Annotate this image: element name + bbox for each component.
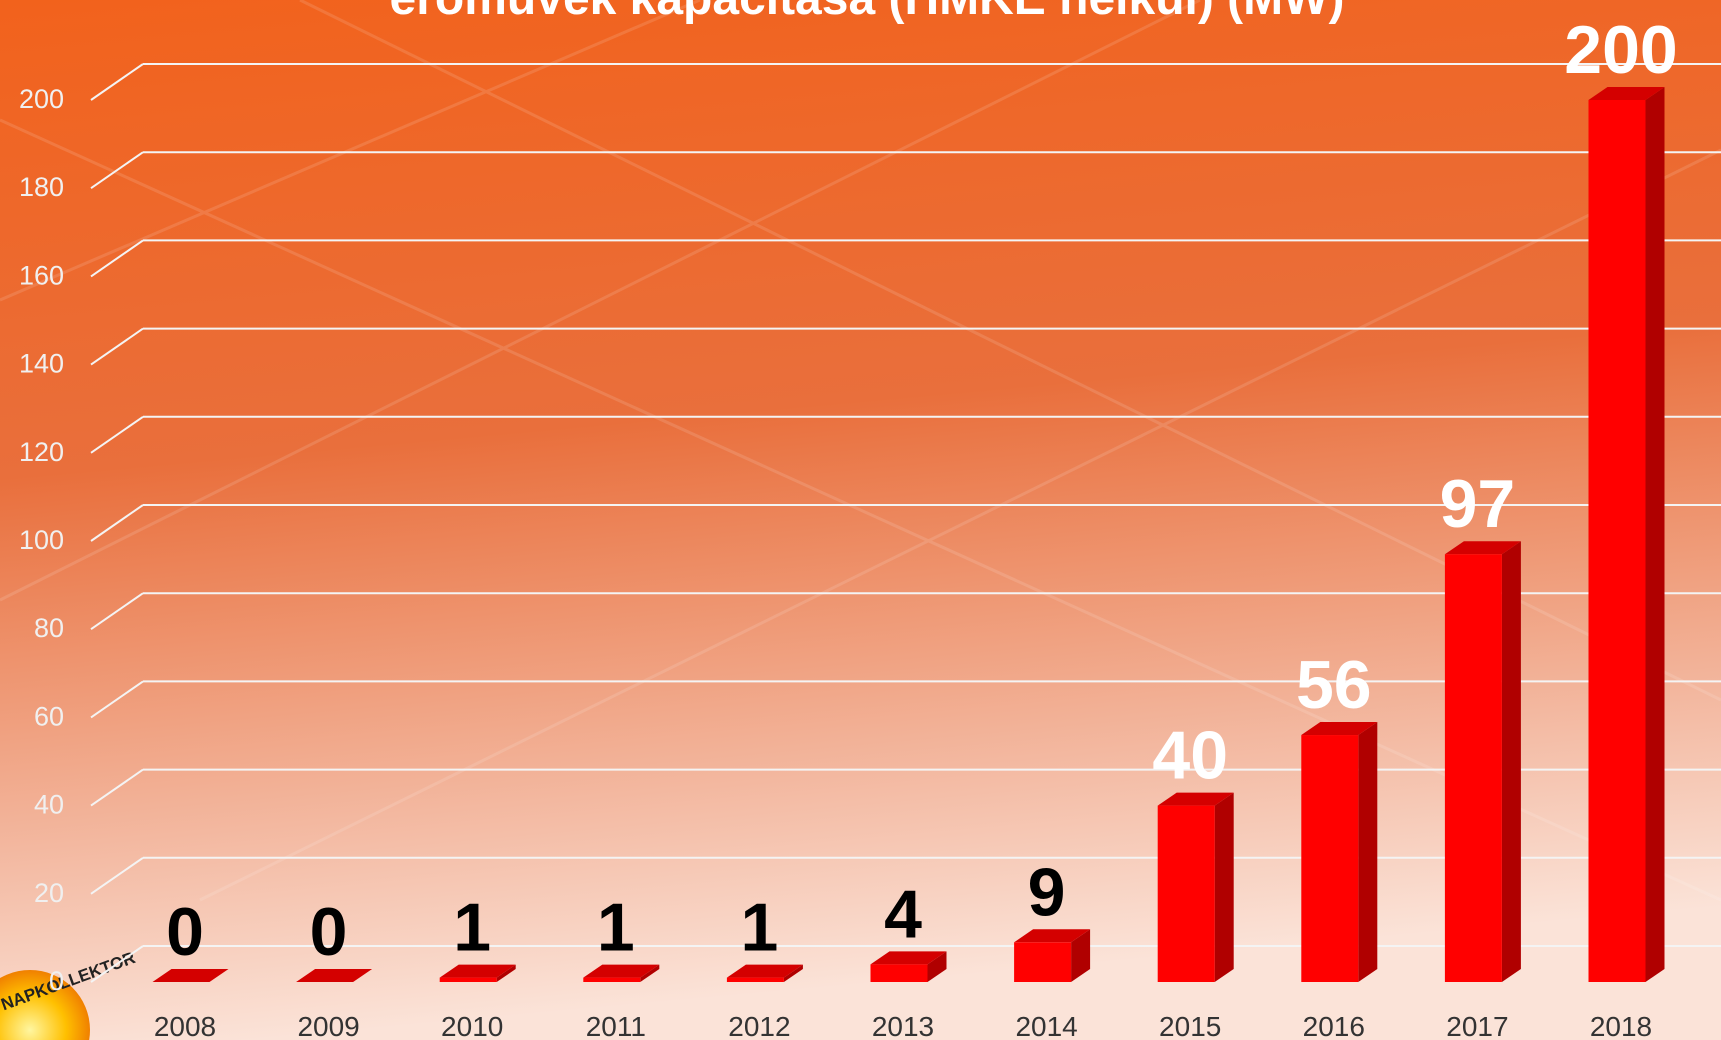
x-tick-label: 2011 [586,1011,646,1040]
bar-top [439,964,516,978]
bar-top [1588,87,1665,100]
value-label: 0 [310,894,348,970]
bar-side [496,964,516,982]
x-tick-label: 2009 [297,1011,359,1040]
y-tick-label: 100 [19,525,64,555]
x-tick-label: 2018 [1590,1011,1652,1040]
grid-line-side [90,945,144,983]
bar-side [783,964,803,982]
grid-line-side [90,592,144,631]
value-label: 9 [1028,854,1066,930]
bar-side [1645,87,1665,982]
value-label: 0 [166,894,204,970]
y-tick-label: 20 [34,878,64,908]
value-label: 56 [1296,647,1372,723]
grid-line-side [90,768,144,807]
bar [1444,554,1502,982]
bar [439,977,497,982]
bar-top [152,969,229,982]
x-tick-label: 2017 [1446,1011,1508,1040]
bar-top [1014,929,1091,943]
bar-top [1301,722,1378,736]
value-label: 4 [884,876,922,952]
bar-top [296,969,373,982]
value-label: 200 [1564,12,1677,88]
grid-line-side [90,415,144,454]
bar-side [1501,541,1521,982]
bar-side [640,964,660,982]
logo [0,970,90,1040]
x-tick-label: 2015 [1159,1011,1221,1040]
chart-title: erőművek kapacitása (HMKE nélkül) (MW) [390,0,1345,25]
y-tick-label: 200 [19,84,64,114]
x-tick-label: 2013 [872,1011,934,1040]
bar-side [927,951,947,982]
bar [1014,942,1072,982]
bar-top [1157,792,1234,806]
y-tick-label: 160 [19,260,64,290]
grid-line-side [90,680,144,719]
bar [870,964,928,982]
grid-line-side [90,239,144,278]
value-label: 97 [1440,466,1516,542]
grid-line-side [90,151,144,190]
y-tick-label: 60 [34,701,64,731]
y-tick-label: 120 [19,437,64,467]
bar-side [1358,722,1378,982]
value-label: 40 [1152,718,1228,794]
bar [583,977,641,982]
grid-line-side [90,63,144,101]
bar-side [1214,792,1234,982]
x-tick-label: 2012 [728,1011,790,1040]
grid-line-side [90,327,144,366]
x-tick-label: 2010 [441,1011,503,1040]
y-tick-label: 80 [34,613,64,643]
x-tick-label: 2014 [1015,1011,1077,1040]
y-tick-label: 140 [19,349,64,379]
bar-top [870,951,947,965]
grid-line-side [90,504,144,542]
bar-top [1444,541,1521,555]
bar [1301,735,1359,982]
value-label: 1 [597,890,635,966]
bar [1588,100,1646,982]
bar-side [1071,929,1091,982]
grid-line-side [90,856,144,895]
value-label: 1 [740,890,778,966]
y-tick-label: 180 [19,172,64,202]
bar-top [726,964,803,978]
bar-top [583,964,660,978]
bar [726,977,784,982]
y-tick-label: 0 [49,966,64,996]
x-tick-label: 2008 [154,1011,216,1040]
value-label: 1 [453,890,491,966]
y-tick-label: 40 [34,790,64,820]
bar [1157,805,1215,982]
x-tick-label: 2016 [1303,1011,1365,1040]
